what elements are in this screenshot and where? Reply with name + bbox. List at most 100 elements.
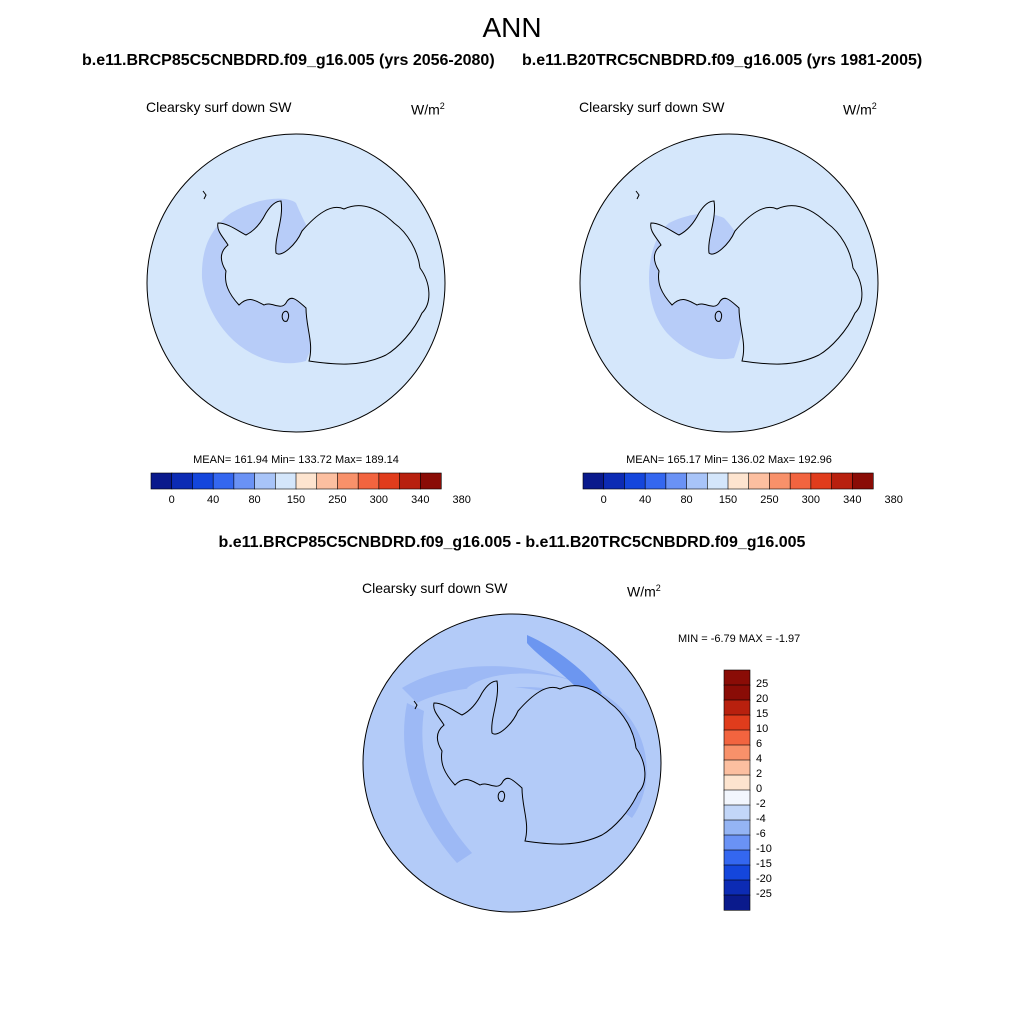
difference-antarctica-coastline: [433, 680, 646, 845]
difference-colorbar-swatch: [723, 849, 751, 866]
difference-colorbar: [723, 669, 751, 911]
difference-colorbar-tick-label: -4: [756, 813, 766, 825]
panel-2-variable-label: Clearsky surf down SW: [579, 99, 725, 115]
panel-1-antarctica-coastline: [217, 200, 430, 365]
panel-1-colorbar-tick-label: 40: [207, 494, 220, 506]
panel-2-colorbar-swatch: [769, 472, 791, 490]
panel-2-colorbar-swatch: [665, 472, 688, 490]
panel-1-colorbar-tick-label: 150: [286, 494, 306, 506]
panel-2-colorbar-tick-label: 380: [884, 494, 903, 506]
panel-2-polar-map: [579, 133, 879, 433]
difference-polar-map: [362, 613, 662, 913]
panel-2-case-title: b.e11.B20TRC5CNBDRD.f09_g16.005 (yrs 198…: [522, 52, 923, 69]
panel-1-colorbar-swatch: [254, 472, 276, 490]
difference-colorbar-swatch: [723, 804, 751, 821]
difference-colorbar-swatch: [723, 669, 751, 686]
panel-1-colorbar-swatch: [212, 472, 235, 490]
difference-colorbar-tick-label: 4: [756, 753, 763, 765]
difference-colorbar-tick-label: -2: [756, 798, 766, 810]
difference-colorbar-swatch: [723, 759, 751, 776]
difference-colorbar-tick-label: 0: [756, 783, 763, 795]
difference-colorbar-tick-label: -10: [756, 843, 772, 855]
difference-colorbar-swatch: [723, 744, 751, 761]
panel-2-colorbar-swatch: [831, 472, 853, 490]
panel-2-colorbar-swatch: [624, 472, 646, 490]
panel-1-colorbar-tick-label: 250: [328, 494, 347, 506]
panel-2-colorbar-swatch: [582, 472, 605, 490]
panel-1-colorbar-swatch: [316, 472, 339, 490]
panel-2-colorbar-tick-label: 80: [680, 494, 693, 506]
difference-colorbar-tick-label: 6: [756, 738, 763, 750]
panel-1-variable-label: Clearsky surf down SW: [146, 99, 292, 115]
difference-colorbar-swatch: [723, 864, 751, 881]
panel-1-colorbar-swatch: [357, 472, 380, 490]
panel-1-colorbar-swatch: [337, 472, 359, 490]
difference-colorbar-swatch: [723, 834, 751, 851]
panel-2-antarctica-coastline: [650, 200, 863, 365]
difference-colorbar-swatch: [723, 699, 751, 716]
panel-1-colorbar-swatch: [233, 472, 256, 490]
page-title: ANN: [482, 12, 542, 43]
difference-colorbar-tick-label: -6: [756, 828, 766, 840]
panel-1-colorbar-swatch: [171, 472, 194, 490]
panel-2-ice-shelf-island: [714, 310, 723, 322]
panel-2-colorbar-swatch: [810, 472, 833, 490]
panel-1-colorbar-swatch: [399, 472, 421, 490]
difference-colorbar-swatch: [723, 774, 751, 791]
difference-west-band: [404, 703, 472, 863]
difference-ice-shelf-island: [497, 790, 506, 802]
difference-variable-label: Clearsky surf down SW: [362, 580, 508, 596]
panel-1-colorbar-swatch: [378, 472, 401, 490]
panel-1-colorbar-tick-label: 340: [411, 494, 430, 506]
panel-2-colorbar-tick-label: 40: [639, 494, 652, 506]
difference-inner-gap: [467, 673, 577, 698]
panel-2-colorbar-labels: 0 40 80 150 250 300 340 380: [583, 494, 903, 508]
difference-colorbar-tick-label: -25: [756, 888, 772, 900]
difference-colorbar-swatch: [723, 729, 751, 746]
panel-1-units-label: W/m2: [411, 101, 445, 118]
panel-1-colorbar-tick-label: 380: [452, 494, 471, 506]
difference-colorbar-swatch: [723, 819, 751, 836]
panel-2-colorbar-swatch: [686, 472, 708, 490]
panel-1-colorbar: [150, 472, 442, 490]
panel-2-colorbar-tick-label: 250: [760, 494, 779, 506]
panel-2-colorbar-tick-label: 0: [600, 494, 607, 506]
panel-2-colorbar-swatch: [727, 472, 750, 490]
panel-1-polar-map: [146, 133, 446, 433]
difference-colorbar-swatch: [723, 894, 751, 911]
panel-1-colorbar-swatch: [274, 472, 297, 490]
difference-colorbar-tick-label: 20: [756, 693, 769, 705]
difference-colorbar-tick-label: 2: [756, 768, 763, 780]
panel-2-colorbar-swatch: [603, 472, 626, 490]
difference-colorbar-tick-label: 25: [756, 678, 769, 690]
difference-peninsula-tip: [413, 700, 418, 710]
difference-colorbar-swatch: [723, 789, 751, 806]
difference-units-label: W/m2: [627, 583, 661, 600]
difference-colorbar-swatch: [723, 684, 751, 701]
panel-1-colorbar-swatch: [192, 472, 214, 490]
panel-2-colorbar-swatch: [706, 472, 729, 490]
panel-2-colorbar-swatch: [644, 472, 667, 490]
panel-1-colorbar-swatch: [295, 472, 318, 490]
panel-2-units-label: W/m2: [843, 101, 877, 118]
difference-colorbar-swatch: [723, 879, 751, 896]
difference-colorbar-swatch: [723, 714, 751, 731]
panel-1-ice-shelf-island: [281, 310, 290, 322]
panel-2-colorbar: [582, 472, 874, 490]
panel-1-colorbar-labels: 0 40 80 150 250 300 340 380: [151, 494, 471, 508]
panel-2-colorbar-tick-label: 340: [843, 494, 862, 506]
panel-1-colorbar-tick-label: 300: [369, 494, 389, 506]
panel-1-case-title: b.e11.BRCP85C5CNBDRD.f09_g16.005 (yrs 20…: [82, 52, 495, 69]
panel-1-peninsula-tip: [202, 190, 207, 200]
panel-2-colorbar-swatch: [789, 472, 812, 490]
panel-2-colorbar-swatch: [851, 472, 874, 490]
difference-colorbar-tick-label: -20: [756, 873, 772, 885]
difference-colorbar-tick-label: -15: [756, 858, 772, 870]
difference-min-max: MIN = -6.79 MAX = -1.97: [678, 633, 801, 645]
difference-colorbar-tick-label: 15: [756, 708, 769, 720]
panel-2-colorbar-tick-label: 150: [718, 494, 738, 506]
difference-title: b.e11.BRCP85C5CNBDRD.f09_g16.005 - b.e11…: [218, 534, 806, 551]
panel-2-stats: MEAN= 165.17 Min= 136.02 Max= 192.96: [626, 454, 832, 466]
difference-colorbar-labels: 25 20 15 10 6 4 2 0 -2 -4 -6 -10 -15 -20 -25: [756, 670, 796, 910]
panel-2-peninsula-tip: [635, 190, 640, 200]
